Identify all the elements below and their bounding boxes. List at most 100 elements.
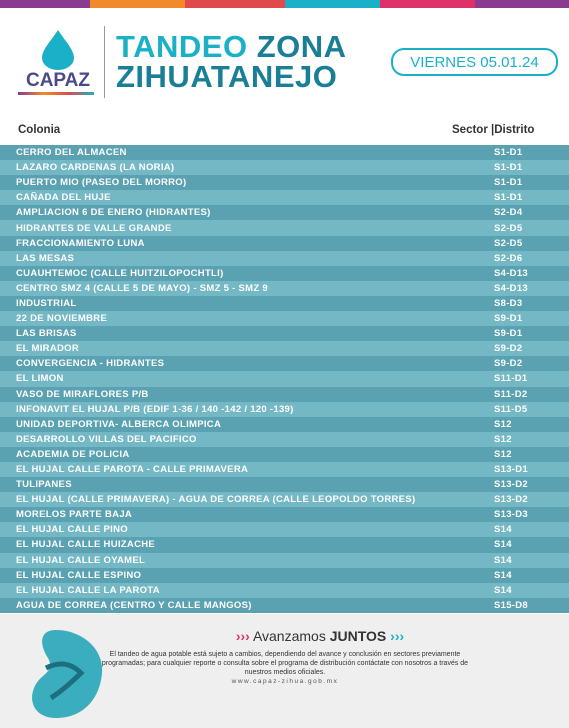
table-row: PUERTO MIO (PASEO DEL MORRO) S1-D1 (0, 175, 569, 191)
sector: S14 (494, 524, 512, 536)
sector: S14 (494, 584, 512, 596)
sector: S11-D5 (494, 403, 528, 415)
table-row: EL LIMON S11-D1 (0, 371, 569, 387)
table-row: EL HUJAL CALLE PINO S14 (0, 522, 569, 538)
title: TANDEO ZONA ZIHUATANEJO (116, 29, 347, 94)
colonia: DESARROLLO VILLAS DEL PACIFICO (16, 433, 197, 445)
date-pill: VIERNES 05.01.24 (391, 48, 558, 76)
colonia: INFONAVIT EL HUJAL P/B (EDIF 1-36 / 140 … (16, 403, 294, 415)
colonia: LAS MESAS (16, 252, 75, 264)
title-word: TANDEO (116, 29, 248, 64)
sector: S2-D5 (494, 222, 523, 234)
colonia: TULIPANES (16, 479, 72, 491)
slogan-bold: JUNTOS (329, 628, 387, 644)
sector: S9-D1 (494, 328, 523, 340)
table-row: 22 DE NOVIEMBRE S9-D1 (0, 311, 569, 327)
table-row: UNIDAD DEPORTIVA- ALBERCA OLIMPICA S12 (0, 416, 569, 432)
colonia: 22 DE NOVIEMBRE (16, 313, 108, 325)
arrows: ››› (390, 628, 405, 644)
sector: S2-D6 (494, 252, 523, 264)
colonia: EL MIRADOR (16, 343, 79, 355)
sector: S14 (494, 539, 512, 551)
table-row: VASO DE MIRAFLORES P/B S11-D2 (0, 386, 569, 402)
logo-bar (18, 92, 94, 95)
colonia: CAÑADA DEL HUJE (16, 192, 111, 204)
stripe (475, 0, 569, 8)
slogan-light: Avanzamos (252, 628, 326, 644)
table-row: ACADEMIA DE POLICIA S12 (0, 446, 569, 462)
table-row: EL HUJAL CALLE HUIZACHE S14 (0, 537, 569, 553)
sector: S12 (494, 433, 512, 445)
column-header: Colonia (18, 124, 61, 136)
colonia: EL HUJAL CALLE HUIZACHE (16, 539, 156, 551)
table-row: CAÑADA DEL HUJE S1-D1 (0, 190, 569, 206)
sector: S13-D3 (494, 509, 529, 521)
logo-text: CAPAZ (25, 70, 91, 91)
table-row: CONVERGENCIA - HIDRANTES S9-D2 (0, 356, 569, 372)
colonia: MORELOS PARTE BAJA (16, 509, 133, 521)
colonia: EL HUJAL (CALLE PRIMAVERA) - AGUA DE COR… (16, 494, 416, 506)
sector: S13-D1 (494, 464, 529, 476)
table-row: LAS BRISAS S9-D1 (0, 326, 569, 342)
sector: S1-D1 (494, 162, 523, 174)
sector: S11-D1 (494, 373, 528, 385)
url: www.capaz-zihua.gob.mx (231, 678, 339, 685)
sector: S15-D8 (494, 599, 529, 611)
stripe (0, 0, 90, 8)
footer-graphic (32, 630, 103, 718)
sector: S14 (494, 554, 512, 566)
table-row: MORELOS PARTE BAJA S13-D3 (0, 507, 569, 523)
table-row: LAZARO CARDENAS (LA NORIA) S1-D1 (0, 160, 569, 176)
colonia: AGUA DE CORREA (CENTRO Y CALLE MANGOS) (16, 599, 252, 611)
sector: S14 (494, 569, 512, 581)
table-row: HIDRANTES DE VALLE GRANDE S2-D5 (0, 220, 569, 236)
table-row: DESARROLLO VILLAS DEL PACIFICO S12 (0, 431, 569, 447)
table-row: EL HUJAL (CALLE PRIMAVERA) - AGUA DE COR… (0, 492, 569, 508)
colonia: EL HUJAL CALLE OYAMEL (16, 554, 146, 566)
arrows: ››› (235, 628, 250, 644)
sector: S4-D13 (494, 267, 529, 279)
table-row: AGUA DE CORREA (CENTRO Y CALLE MANGOS) S1… (0, 597, 569, 613)
sector: S13-D2 (494, 479, 529, 491)
sector: S2-D4 (494, 207, 523, 219)
table-row: CUAUHTEMOC (CALLE HUITZILOPOCHTLI) S4-D13 (0, 265, 569, 281)
colonia: VASO DE MIRAFLORES P/B (16, 388, 149, 400)
title-word: ZONA (256, 29, 347, 64)
sector: S13-D2 (494, 494, 529, 506)
notice: El tandeo de agua potable está sujeto a … (101, 651, 469, 676)
sector: S1-D1 (494, 192, 523, 204)
sector: S8-D3 (494, 297, 523, 309)
sector: S11-D2 (494, 388, 528, 400)
table-row: EL HUJAL CALLE LA PAROTA S14 (0, 582, 569, 598)
colonia: EL HUJAL CALLE ESPINO (16, 569, 142, 581)
sector: S2-D5 (494, 237, 523, 249)
table-row: EL HUJAL CALLE ESPINO S14 (0, 567, 569, 583)
table-row: LAS MESAS S2-D6 (0, 250, 569, 266)
table-row: FRACCIONAMIENTO LUNA S2-D5 (0, 235, 569, 251)
table-row: CENTRO SMZ 4 (CALLE 5 DE MAYO) - SMZ 5 -… (0, 280, 569, 296)
sector: S9-D1 (494, 313, 523, 325)
table-row: AMPLIACION 6 DE ENERO (HIDRANTES) S2-D4 (0, 205, 569, 221)
column-header: Sector |Distrito (452, 124, 535, 136)
table-row: EL HUJAL CALLE PAROTA - CALLE PRIMAVERA S… (0, 461, 569, 478)
stripe (285, 0, 380, 8)
logo-drop (42, 30, 74, 70)
stripe (185, 0, 285, 8)
colonia: EL HUJAL CALLE LA PAROTA (16, 584, 160, 596)
table-row: CERRO DEL ALMACEN S1-D1 (0, 145, 569, 161)
colonia: CENTRO SMZ 4 (CALLE 5 DE MAYO) - SMZ 5 -… (16, 282, 269, 294)
colonia: UNIDAD DEPORTIVA- ALBERCA OLIMPICA (16, 418, 222, 430)
sector: S9-D2 (494, 358, 523, 370)
colonia: CUAUHTEMOC (CALLE HUITZILOPOCHTLI) (16, 267, 224, 279)
table-row: INDUSTRIAL S8-D3 (0, 295, 569, 312)
colonia: PUERTO MIO (PASEO DEL MORRO) (16, 177, 187, 189)
table: CERRO DEL ALMACEN S1-D1 LAZARO CARDENAS (L… (0, 145, 569, 613)
table-row: INFONAVIT EL HUJAL P/B (EDIF 1-36 / 140 … (0, 401, 569, 417)
title-word: ZIHUATANEJO (116, 59, 338, 94)
colonia: CERRO DEL ALMACEN (16, 147, 127, 159)
colonia: LAZARO CARDENAS (LA NORIA) (16, 162, 175, 174)
sector: S12 (494, 448, 512, 460)
sector: S1-D1 (494, 177, 523, 189)
colonia: LAS BRISAS (16, 328, 77, 340)
